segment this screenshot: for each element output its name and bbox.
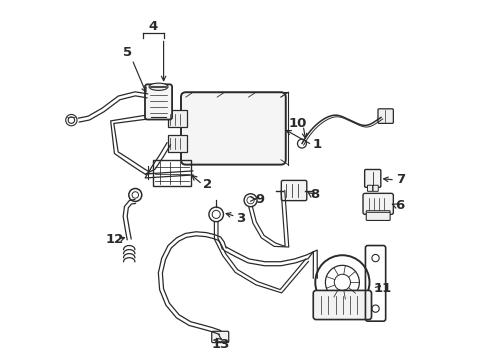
- FancyBboxPatch shape: [281, 180, 306, 201]
- Text: 4: 4: [148, 20, 158, 33]
- Ellipse shape: [149, 83, 168, 90]
- Text: 6: 6: [395, 199, 404, 212]
- Text: 8: 8: [310, 188, 319, 201]
- FancyBboxPatch shape: [168, 135, 186, 152]
- Text: 13: 13: [211, 338, 230, 351]
- FancyBboxPatch shape: [313, 291, 371, 320]
- FancyBboxPatch shape: [145, 84, 172, 120]
- Text: 9: 9: [255, 193, 264, 206]
- FancyBboxPatch shape: [372, 185, 378, 191]
- FancyBboxPatch shape: [168, 111, 186, 127]
- FancyBboxPatch shape: [366, 185, 372, 191]
- Text: 5: 5: [122, 46, 131, 59]
- Text: 10: 10: [288, 117, 306, 130]
- FancyBboxPatch shape: [366, 211, 389, 220]
- Text: 1: 1: [312, 138, 321, 151]
- Text: 12: 12: [105, 233, 123, 246]
- Text: 3: 3: [235, 212, 244, 225]
- FancyBboxPatch shape: [211, 331, 228, 343]
- Text: 11: 11: [373, 282, 391, 294]
- FancyBboxPatch shape: [362, 193, 392, 215]
- Text: 2: 2: [203, 178, 211, 191]
- FancyBboxPatch shape: [181, 92, 285, 165]
- FancyBboxPatch shape: [377, 109, 392, 123]
- FancyBboxPatch shape: [364, 170, 380, 187]
- Text: 7: 7: [395, 174, 404, 186]
